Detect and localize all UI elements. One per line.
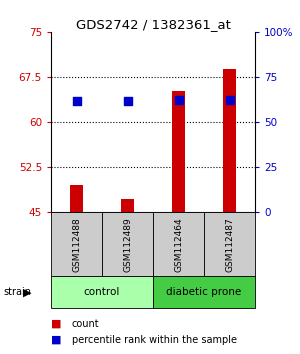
Bar xyxy=(204,212,255,276)
Text: GSM112487: GSM112487 xyxy=(225,217,234,272)
Text: ■: ■ xyxy=(51,335,62,345)
Point xyxy=(227,97,232,102)
Text: GSM112488: GSM112488 xyxy=(72,217,81,272)
Text: count: count xyxy=(72,319,100,329)
Bar xyxy=(172,91,185,212)
Text: diabetic prone: diabetic prone xyxy=(167,287,242,297)
Text: ▶: ▶ xyxy=(22,288,31,298)
Text: GSM112489: GSM112489 xyxy=(123,217,132,272)
Text: control: control xyxy=(84,287,120,297)
Bar xyxy=(223,69,236,212)
Text: GSM112464: GSM112464 xyxy=(174,217,183,272)
Text: strain: strain xyxy=(3,287,31,297)
Point xyxy=(176,97,181,102)
Bar xyxy=(70,185,83,212)
Bar xyxy=(153,212,204,276)
Point xyxy=(125,98,130,104)
Bar xyxy=(153,276,255,308)
Bar xyxy=(51,276,153,308)
Bar xyxy=(51,212,102,276)
Bar xyxy=(121,199,134,212)
Text: percentile rank within the sample: percentile rank within the sample xyxy=(72,335,237,345)
Title: GDS2742 / 1382361_at: GDS2742 / 1382361_at xyxy=(76,18,230,31)
Text: ■: ■ xyxy=(51,319,62,329)
Bar xyxy=(102,212,153,276)
Point xyxy=(74,98,79,104)
